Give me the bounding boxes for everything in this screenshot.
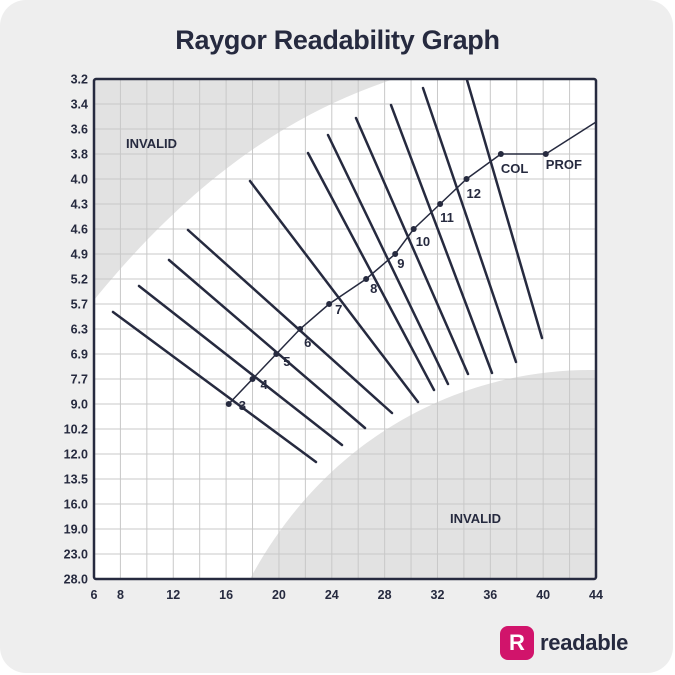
grade-point-marker — [297, 326, 304, 332]
grade-band-line — [465, 79, 544, 340]
y-tick-label: 4.0 — [71, 173, 88, 187]
y-tick-label: 16.0 — [64, 498, 88, 512]
grade-band-line — [186, 228, 394, 415]
grade-band-line — [354, 116, 470, 376]
x-tick-label: 16 — [219, 588, 233, 602]
y-tick-label: 6.9 — [71, 348, 88, 362]
grade-point-marker — [392, 251, 399, 257]
grade-label: 7 — [335, 302, 342, 317]
grade-point-marker — [225, 401, 232, 407]
y-tick-label: 7.7 — [71, 373, 88, 387]
y-tick-label: 3.8 — [71, 148, 88, 162]
grade-point-marker — [410, 226, 417, 232]
grade-band-line — [137, 284, 344, 447]
x-tick-label: 28 — [378, 588, 392, 602]
y-tick-label: 5.7 — [71, 298, 88, 312]
grade-label: COL — [501, 161, 529, 176]
x-tick-label: 8 — [117, 588, 124, 602]
y-tick-label: 28.0 — [64, 573, 88, 587]
grade-label: PROF — [546, 157, 582, 172]
plot-frame — [92, 77, 598, 581]
grade-point-marker — [463, 176, 470, 182]
y-tick-label: 23.0 — [64, 548, 88, 562]
invalid-region-top — [94, 79, 394, 300]
y-tick-label: 4.6 — [71, 223, 88, 237]
y-tick-label: 5.2 — [71, 273, 88, 287]
x-tick-label: 12 — [166, 588, 180, 602]
grade-band-line — [421, 86, 518, 364]
y-tick-label: 19.0 — [64, 523, 88, 537]
grade-point-marker — [273, 351, 280, 357]
x-tick-label: 20 — [272, 588, 286, 602]
grade-label: 8 — [370, 281, 377, 296]
grade-point-marker — [437, 201, 444, 207]
grade-band-line — [389, 103, 494, 375]
y-tick-label: 6.3 — [71, 323, 88, 337]
grade-point-marker — [249, 376, 256, 382]
invalid-region-label: INVALID — [126, 136, 177, 151]
grade-label: 11 — [440, 210, 454, 225]
grade-band-line — [167, 258, 367, 430]
chart-title: Raygor Readability Graph — [175, 25, 500, 55]
grade-point-marker — [542, 151, 549, 157]
invalid-region-label: INVALID — [450, 511, 501, 526]
invalid-region-bottom — [250, 369, 596, 579]
grade-label: 10 — [416, 234, 430, 249]
x-tick-label: 40 — [536, 588, 550, 602]
grade-label: 4 — [261, 377, 269, 392]
grade-label: 6 — [304, 335, 311, 350]
grade-band-line — [111, 310, 318, 464]
grade-label: 9 — [397, 256, 404, 271]
grade-point-marker — [497, 151, 504, 157]
y-tick-label: 3.4 — [71, 98, 88, 112]
grade-band-line — [248, 179, 420, 404]
y-tick-label: 12.0 — [64, 448, 88, 462]
y-tick-label: 4.9 — [71, 248, 88, 262]
x-tick-label: 32 — [431, 588, 445, 602]
readable-logo-icon: R — [500, 626, 534, 660]
grade-point-marker — [326, 301, 333, 307]
y-tick-label: 9.0 — [71, 398, 88, 412]
y-tick-label: 4.3 — [71, 198, 88, 212]
y-tick-label: 3.2 — [71, 73, 88, 87]
y-tick-label: 10.2 — [64, 423, 88, 437]
x-tick-label: 24 — [325, 588, 339, 602]
grade-label: 3 — [239, 398, 246, 413]
brand: R readable — [500, 626, 628, 660]
y-tick-label: 13.5 — [64, 473, 88, 487]
grade-band-line — [306, 151, 436, 392]
grade-label: 5 — [283, 354, 290, 369]
y-tick-label: 3.6 — [71, 123, 88, 137]
x-tick-label: 44 — [589, 588, 603, 602]
x-tick-label: 36 — [483, 588, 497, 602]
grade-point-marker — [363, 276, 370, 282]
grade-label: 12 — [467, 186, 481, 201]
brand-name: readable — [540, 630, 629, 655]
x-tick-label: 6 — [91, 588, 98, 602]
